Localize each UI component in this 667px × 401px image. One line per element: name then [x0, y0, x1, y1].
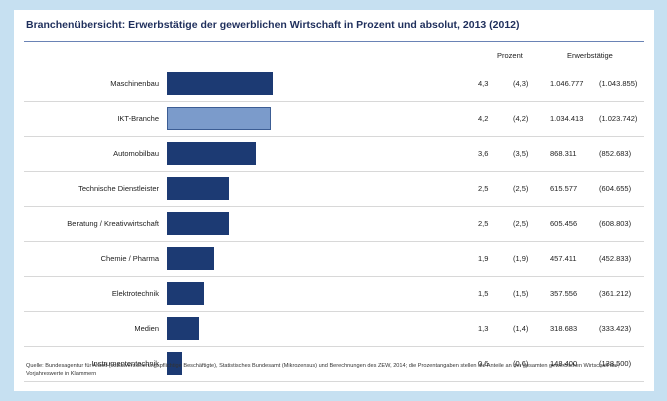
percent-value: 0,6: [478, 359, 489, 368]
table-row: Beratung / Kreativwirtschaft 2,5 (2,5) 605.…: [24, 206, 644, 242]
absolute-prev-value: (608.803): [599, 219, 632, 228]
absolute-prev-value: (333.423): [599, 324, 632, 333]
percent-value: 3,6: [478, 149, 489, 158]
bar: [167, 247, 214, 270]
bar: [167, 317, 199, 340]
absolute-value: 868.311: [550, 149, 577, 158]
absolute-value: 1.034.413: [550, 114, 584, 123]
bar: [167, 352, 182, 375]
bar: [167, 107, 271, 130]
table-row: Maschinenbau 4,3 (4,3) 1.046.777 (1.043.855): [24, 66, 644, 102]
table-row: Elektrotechnik 1,5 (1,5) 357.556 (361.212): [24, 276, 644, 312]
bar: [167, 177, 229, 200]
table-row: IKT-Branche 4,2 (4,2) 1.034.413 (1.023.742): [24, 101, 644, 137]
category-label: Beratung / Kreativwirtschaft: [67, 219, 159, 228]
percent-prev-value: (3,5): [513, 149, 529, 158]
absolute-column-header: Erwerbstätige: [567, 51, 613, 60]
absolute-prev-value: (1.023.742): [599, 114, 638, 123]
absolute-value: 1.046.777: [550, 79, 584, 88]
absolute-value: 457.411: [550, 254, 577, 263]
percent-value: 4,3: [478, 79, 489, 88]
chart-title: Branchenübersicht: Erwerbstätige der gew…: [26, 19, 520, 31]
chart-card: Branchenübersicht: Erwerbstätige der gew…: [14, 10, 654, 391]
category-label: Automobilbau: [113, 149, 159, 158]
absolute-value: 148.400: [550, 359, 578, 368]
absolute-prev-value: (138.500): [599, 359, 632, 368]
absolute-prev-value: (1.043.855): [599, 79, 638, 88]
table-row: Technische Dienstleister 2,5 (2,5) 615.577 (…: [24, 171, 644, 207]
percent-column-header: Prozent: [497, 51, 523, 60]
absolute-value: 615.577: [550, 184, 578, 193]
percent-prev-value: (2,5): [513, 219, 529, 228]
absolute-value: 605.456: [550, 219, 578, 228]
category-label: Instrumententechnik: [91, 359, 159, 368]
percent-prev-value: (4,2): [513, 114, 529, 123]
absolute-prev-value: (852.683): [599, 149, 632, 158]
bar: [167, 212, 229, 235]
category-label: Medien: [134, 324, 159, 333]
table-row: Chemie / Pharma 1,9 (1,9) 457.411 (452.833): [24, 241, 644, 277]
bar: [167, 282, 204, 305]
percent-prev-value: (1,9): [513, 254, 529, 263]
percent-value: 2,5: [478, 219, 489, 228]
bar: [167, 142, 256, 165]
bar: [167, 72, 273, 95]
title-divider: [24, 41, 644, 42]
category-label: Technische Dienstleister: [78, 184, 159, 193]
category-label: Chemie / Pharma: [100, 254, 159, 263]
percent-prev-value: (0,6): [513, 359, 529, 368]
percent-prev-value: (2,5): [513, 184, 529, 193]
percent-prev-value: (4,3): [513, 79, 529, 88]
percent-value: 1,3: [478, 324, 489, 333]
absolute-value: 357.556: [550, 289, 578, 298]
category-label: IKT-Branche: [117, 114, 159, 123]
percent-value: 4,2: [478, 114, 489, 123]
absolute-prev-value: (604.655): [599, 184, 632, 193]
category-label: Maschinenbau: [110, 79, 159, 88]
percent-value: 1,9: [478, 254, 489, 263]
percent-prev-value: (1,5): [513, 289, 529, 298]
percent-prev-value: (1,4): [513, 324, 529, 333]
category-label: Elektrotechnik: [111, 289, 159, 298]
absolute-value: 318.683: [550, 324, 578, 333]
source-footnote: Quelle: Bundesagentur für Arbeit (sozial…: [26, 363, 620, 377]
table-row: Medien 1,3 (1,4) 318.683 (333.423): [24, 311, 644, 347]
absolute-prev-value: (361.212): [599, 289, 632, 298]
table-row: Automobilbau 3,6 (3,5) 868.311 (852.683): [24, 136, 644, 172]
table-row: Instrumententechnik 0,6 (0,6) 148.400 (138.5…: [24, 346, 644, 382]
percent-value: 2,5: [478, 184, 489, 193]
absolute-prev-value: (452.833): [599, 254, 632, 263]
percent-value: 1,5: [478, 289, 489, 298]
